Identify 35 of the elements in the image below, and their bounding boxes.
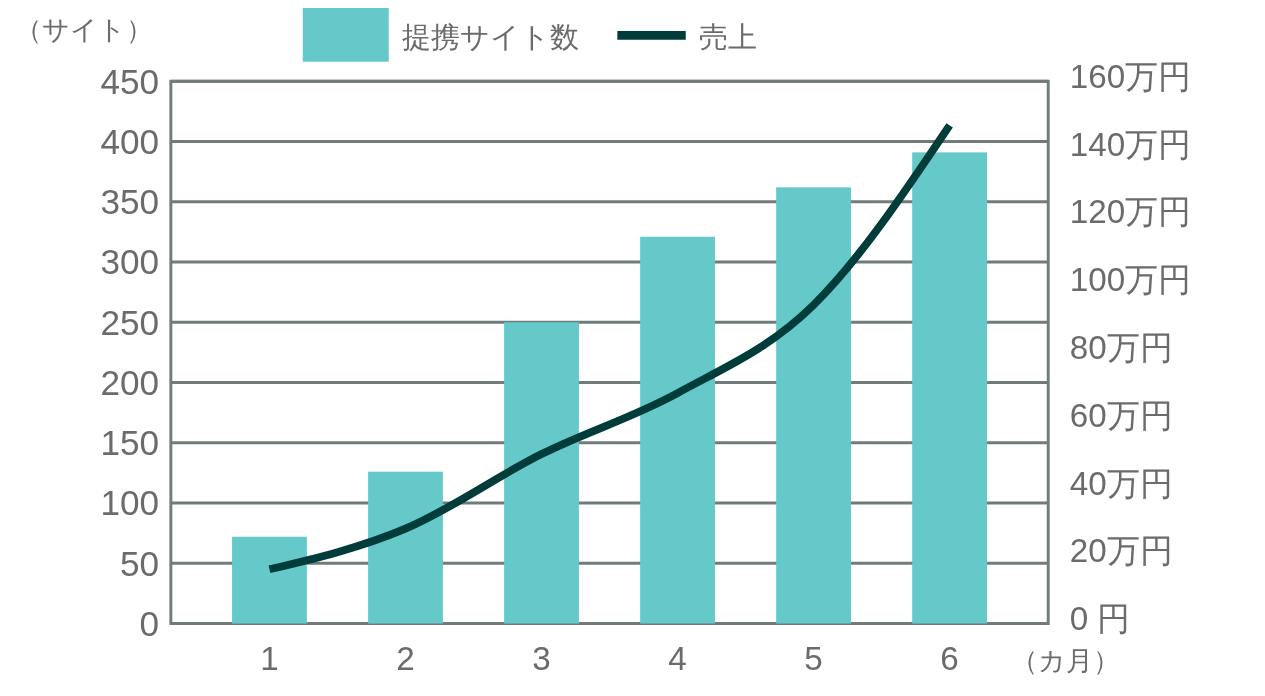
y-tick-label: 250: [100, 302, 160, 342]
y-tick-label: 400: [100, 121, 160, 161]
y-axis-title: （サイト）: [14, 14, 153, 46]
x-tick-label: 3: [532, 640, 551, 678]
x-tick-label: 1: [260, 640, 279, 678]
y2-tick-label: 0 円: [1069, 600, 1131, 638]
y2-tick-label: 120万円: [1069, 193, 1192, 231]
bar: [912, 152, 988, 624]
bar: [368, 471, 443, 624]
x-axis-title: （カ月）: [1011, 645, 1121, 677]
y-tick-label: 0: [139, 603, 160, 643]
y-tick-label: 350: [100, 182, 160, 222]
legend-label: 売上: [699, 20, 758, 54]
y-tick-label: 150: [100, 423, 160, 463]
x-tick-label: 5: [804, 640, 823, 678]
legend-label: 提携サイト数: [402, 20, 580, 54]
y2-tick-label: 80万円: [1069, 329, 1173, 367]
y-tick-label: 200: [100, 362, 160, 402]
y2-tick-label: 100万円: [1069, 261, 1192, 299]
y2-tick-label: 40万円: [1069, 464, 1173, 502]
y2-tick-label: 60万円: [1069, 396, 1173, 434]
x-tick-label: 2: [396, 640, 415, 678]
bar: [776, 187, 851, 624]
bar: [504, 322, 579, 624]
y2-tick-label: 20万円: [1069, 532, 1173, 570]
y-tick-label: 100: [100, 483, 160, 523]
bar: [640, 236, 715, 624]
y-tick-label: 450: [100, 61, 160, 101]
y-tick-label: 300: [100, 242, 160, 282]
y2-tick-label: 160万円: [1069, 57, 1192, 95]
bar: [232, 536, 307, 624]
x-tick-label: 4: [668, 640, 687, 678]
y-tick-label: 50: [120, 543, 160, 583]
y2-tick-label: 140万円: [1069, 125, 1192, 163]
x-tick-label: 6: [940, 640, 959, 678]
